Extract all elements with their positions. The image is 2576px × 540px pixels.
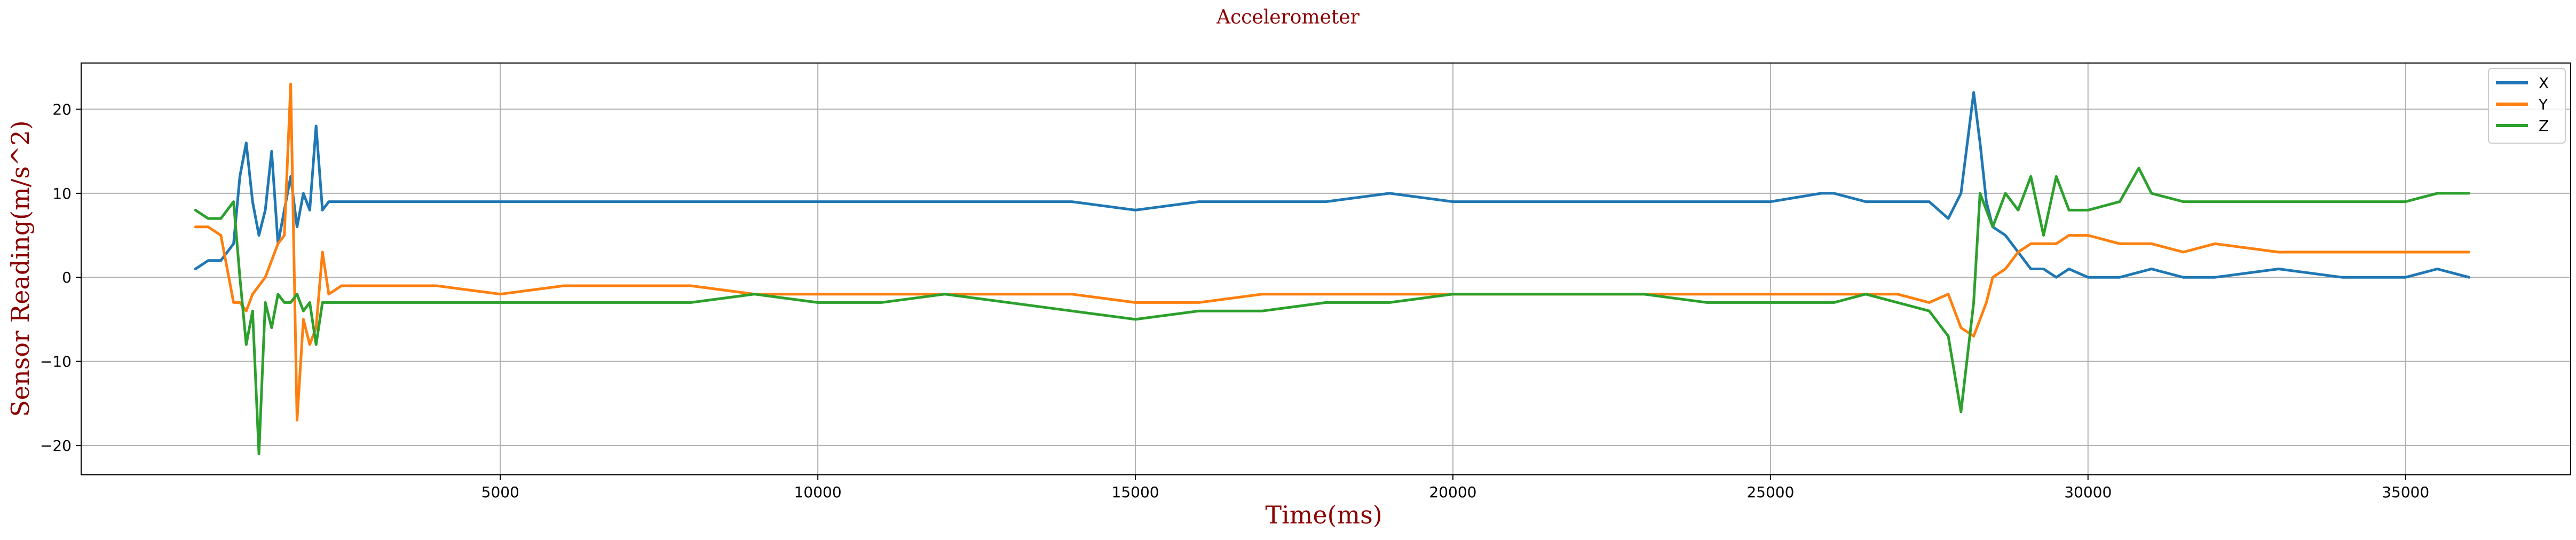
x-tick-label: 15000 (1112, 483, 1159, 501)
x-tick-label: 35000 (2382, 483, 2429, 501)
x-axis: 5000 10000 15000 20000 25000 30000 35000 (481, 475, 2429, 501)
legend: XYZ (2488, 68, 2566, 144)
x-tick-label: 10000 (794, 483, 842, 501)
y-tick-label: 10 (52, 185, 72, 202)
legend-label-z: Z (2539, 117, 2549, 135)
grid (81, 63, 2571, 475)
series-lines (194, 82, 2471, 456)
x-tick-label: 5000 (481, 483, 519, 501)
series-line-z (194, 167, 2471, 456)
legend-label-y: Y (2538, 96, 2548, 113)
x-tick-label: 20000 (1429, 483, 1476, 501)
y-axis: −20 −10 0 10 20 (40, 101, 81, 455)
y-tick-label: 20 (52, 101, 72, 119)
plot-frame (81, 62, 2571, 475)
x-tick-label: 25000 (1747, 483, 1794, 501)
y-tick-label: −20 (40, 437, 72, 455)
y-tick-label: −10 (40, 353, 72, 371)
series-line-y (194, 82, 2471, 422)
x-tick-label: 30000 (2064, 483, 2112, 501)
x-axis-label: Time(ms) (1265, 500, 1382, 529)
legend-label-x: X (2539, 74, 2549, 92)
y-tick-label: 0 (62, 269, 72, 286)
series-line-x (194, 91, 2471, 279)
chart-title: Accelerometer (1216, 6, 1360, 28)
y-axis-label: Sensor Reading(m/s^2) (6, 120, 35, 417)
